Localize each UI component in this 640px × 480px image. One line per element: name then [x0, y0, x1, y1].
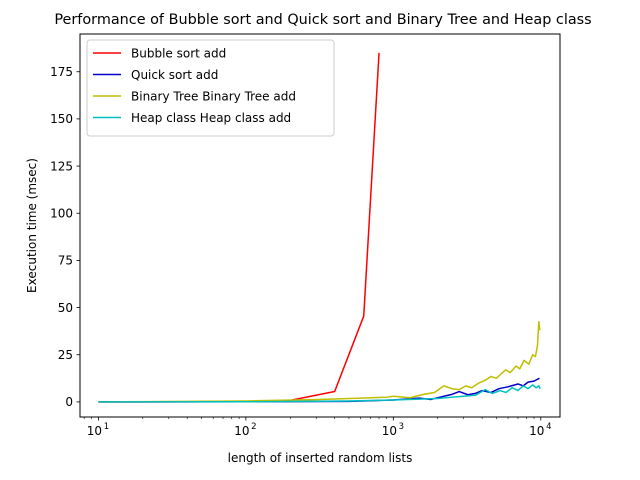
x-axis-ticks: 10 1 10 2 10 3 10 4 — [83, 417, 551, 438]
series-line-4 — [98, 384, 541, 403]
y-tick-label-8: 175 — [50, 65, 73, 79]
y-tick-label-3: 50 — [58, 301, 73, 315]
x-tick-exponent-4: 4 — [546, 422, 551, 432]
x-axis-label: length of inserted random lists — [228, 451, 413, 465]
x-tick-label-1: 10 — [87, 424, 102, 438]
legend-label-4: Heap class Heap class add — [131, 111, 291, 125]
y-tick-label-5: 100 — [50, 207, 73, 221]
series-line-3 — [98, 320, 541, 403]
x-tick-exponent-1: 1 — [104, 422, 109, 432]
x-tick-label-3: 10 — [382, 424, 397, 438]
x-tick-label-4: 10 — [529, 424, 544, 438]
legend: Bubble sort add Quick sort add Binary Tree… — [86, 39, 335, 137]
y-tick-label-7: 150 — [50, 112, 73, 126]
legend-box — [86, 39, 335, 137]
y-tick-label-4: 75 — [58, 254, 73, 268]
legend-label-3: Binary Tree Binary Tree add — [131, 89, 296, 103]
legend-label-1: Bubble sort add — [131, 46, 226, 60]
x-tick-exponent-2: 2 — [251, 422, 256, 432]
y-tick-label-1: 0 — [65, 395, 73, 409]
series-layer — [98, 52, 541, 403]
x-tick-exponent-3: 3 — [399, 422, 404, 432]
legend-label-2: Quick sort add — [131, 68, 218, 82]
plot-area-frame — [79, 33, 561, 418]
y-axis-ticks: 0 25 50 75 100 125 150 175 — [50, 65, 80, 409]
y-axis-label: Execution time (msec) — [25, 158, 39, 293]
y-tick-label-2: 25 — [58, 348, 73, 362]
chart-title: Performance of Bubble sort and Quick sor… — [54, 12, 591, 28]
y-tick-label-6: 125 — [50, 159, 73, 173]
series-line-2 — [98, 377, 540, 403]
x-tick-label-2: 10 — [234, 424, 249, 438]
